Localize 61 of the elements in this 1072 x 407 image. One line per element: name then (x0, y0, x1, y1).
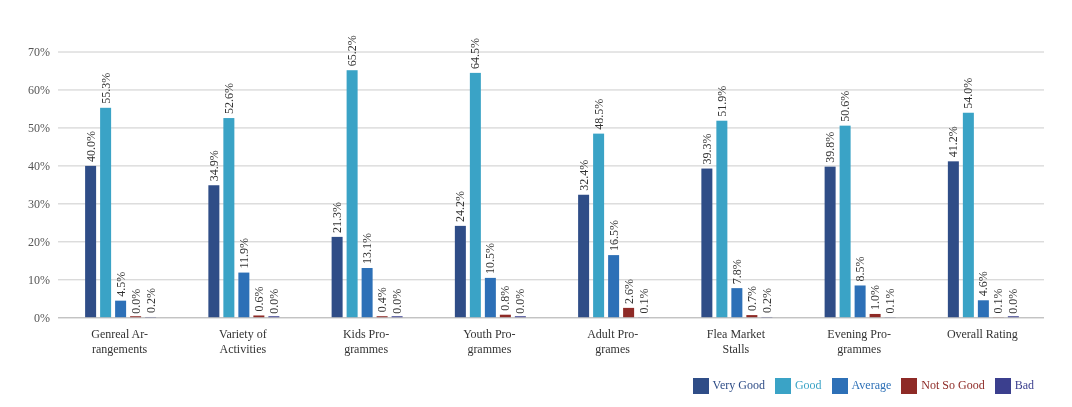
data-label: 48.5% (591, 98, 606, 130)
legend-label: Bad (1014, 377, 1034, 392)
data-label: 4.6% (976, 271, 991, 297)
data-label: 16.5% (606, 220, 621, 252)
data-label: 0.0% (128, 288, 143, 314)
y-tick-label: 50% (28, 121, 50, 136)
data-label: 11.9% (236, 238, 251, 269)
data-label: 24.2% (453, 190, 468, 222)
y-tick-label: 30% (28, 197, 50, 212)
data-label: 64.5% (468, 37, 483, 69)
legend-label: Average (851, 377, 892, 392)
data-label: 21.3% (330, 201, 345, 233)
data-label: 50.6% (838, 90, 853, 122)
x-tick-label: Flea Market Stalls (706, 326, 766, 356)
x-tick-label: Adult Pro- grames (587, 326, 639, 356)
data-label: 13.1% (360, 233, 375, 265)
y-tick-label: 20% (28, 235, 50, 250)
y-tick-label: 60% (28, 83, 50, 98)
legend-label: Very Good (712, 377, 765, 392)
x-tick-label: Genreal Ar- rangements (91, 326, 148, 356)
data-label: 40.0% (83, 130, 98, 162)
x-tick-label: Overall Rating (946, 326, 1018, 341)
data-label: 54.0% (961, 77, 976, 109)
x-tick-label: Variety of Activities (219, 326, 267, 356)
data-label: 39.8% (823, 131, 838, 163)
data-label: 0.0% (1006, 288, 1021, 314)
data-label: 0.2% (143, 287, 158, 313)
y-tick-label: 0% (34, 311, 50, 326)
data-label: 7.8% (729, 259, 744, 285)
data-label: 34.9% (206, 150, 221, 182)
data-label: 0.0% (266, 288, 281, 314)
data-label: 51.9% (714, 85, 729, 117)
x-tick-label: Youth Pro- grammes (463, 326, 516, 356)
data-label: 65.2% (345, 35, 360, 67)
data-label: 0.1% (636, 288, 651, 314)
y-tick-label: 70% (28, 45, 50, 60)
data-label: 0.2% (759, 287, 774, 313)
data-label: 2.6% (621, 278, 636, 304)
y-tick-label: 10% (28, 273, 50, 288)
data-label: 0.6% (251, 286, 266, 312)
data-label: 0.1% (883, 288, 898, 314)
data-label: 1.0% (868, 284, 883, 310)
data-label: 10.5% (483, 242, 498, 274)
data-label: 8.5% (853, 256, 868, 282)
legend-label: Good (794, 377, 822, 392)
data-label: 41.2% (946, 126, 961, 158)
y-tick-label: 40% (28, 159, 50, 174)
data-label: 55.3% (98, 72, 113, 104)
data-label: 0.7% (744, 286, 759, 312)
data-label: 4.5% (113, 271, 128, 297)
legend-label: Not So Good (921, 377, 985, 392)
x-tick-label: Evening Pro- grammes (827, 326, 891, 356)
x-tick-label: Kids Pro- grammes (342, 326, 390, 356)
data-label: 0.0% (513, 288, 528, 314)
data-label: 32.4% (576, 159, 591, 191)
data-label: 0.8% (498, 285, 513, 311)
data-label: 0.4% (375, 287, 390, 313)
data-label: 39.3% (699, 133, 714, 165)
data-label: 52.6% (221, 83, 236, 115)
data-label: 0.0% (390, 288, 405, 314)
data-label: 0.1% (991, 288, 1006, 314)
